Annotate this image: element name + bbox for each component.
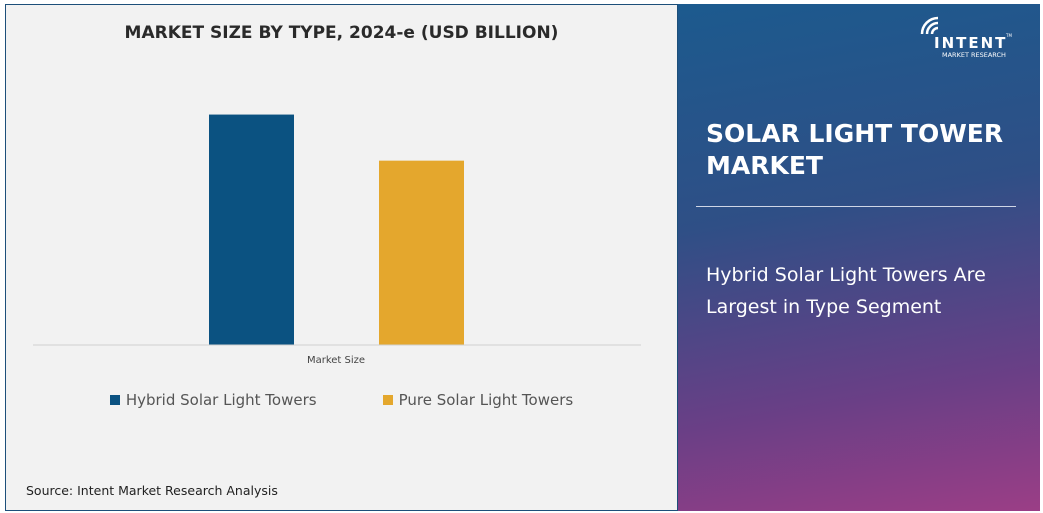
chart-panel: MARKET SIZE BY TYPE, 2024-e (USD BILLION…	[5, 4, 678, 511]
legend-swatch	[382, 395, 393, 405]
legend-swatch	[109, 395, 120, 405]
svg-text:INTENT: INTENT	[934, 34, 1007, 52]
legend-label: Pure Solar Light Towers	[398, 391, 574, 409]
source-note: Source: Intent Market Research Analysis	[26, 483, 278, 498]
x-tick-label: Market Size	[307, 355, 365, 366]
legend-item: Hybrid Solar Light Towers	[109, 391, 317, 409]
divider	[696, 206, 1016, 207]
bar-pure-solar-light-towers	[379, 160, 464, 345]
bar-hybrid-solar-light-towers	[209, 114, 294, 345]
chart-title: MARKET SIZE BY TYPE, 2024-e (USD BILLION…	[124, 23, 559, 43]
svg-text:TM: TM	[1005, 33, 1012, 38]
intent-logo: INTENT TM MARKET RESEARCH	[920, 16, 1012, 59]
legend-item: Pure Solar Light Towers	[382, 391, 574, 409]
info-panel: INTENT TM MARKET RESEARCH SOLAR LIGHT TO…	[678, 4, 1040, 511]
legend: Hybrid Solar Light Towers Pure Solar Ligh…	[6, 391, 677, 409]
svg-text:MARKET RESEARCH: MARKET RESEARCH	[942, 51, 1006, 59]
legend-label: Hybrid Solar Light Towers	[125, 391, 317, 409]
decorative-curve	[678, 4, 1040, 511]
market-title: SOLAR LIGHT TOWER MARKET	[706, 119, 1004, 180]
market-subtitle: Hybrid Solar Light Towers Are Largest in…	[706, 264, 986, 318]
bar-chart: Market Size	[33, 114, 641, 366]
